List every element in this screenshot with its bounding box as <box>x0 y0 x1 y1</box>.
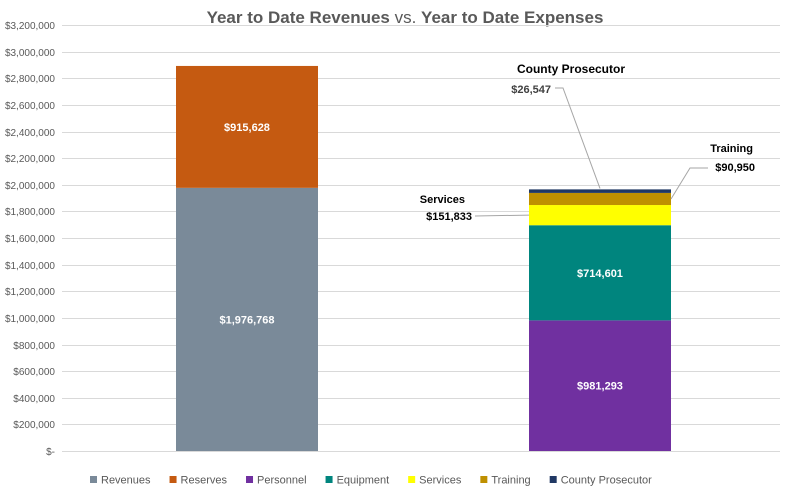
y-tick-label: $3,200,000 <box>5 21 55 32</box>
y-tick-label: $600,000 <box>13 367 55 378</box>
y-tick-label: $2,200,000 <box>5 154 55 165</box>
legend-swatch-county-prosecutor <box>549 476 557 483</box>
y-tick-label: $2,000,000 <box>5 181 55 192</box>
legend-swatch-reserves <box>169 476 177 483</box>
data-label-reserves: $915,628 <box>224 122 270 134</box>
y-tick-label: $400,000 <box>13 394 55 405</box>
y-tick-label: $1,800,000 <box>5 207 55 218</box>
bar-segment-reserves <box>176 65 318 188</box>
legend-label-personnel: Personnel <box>257 475 307 487</box>
bar-segment-equipment <box>529 225 671 321</box>
chart-title: Year to Date Revenues vs. Year to Date E… <box>207 8 604 27</box>
callout-value-training: $90,950 <box>715 162 755 174</box>
bar-segment-revenues <box>176 187 318 451</box>
bar-segment-personnel <box>529 320 671 451</box>
y-tick-label: $2,600,000 <box>5 101 55 112</box>
title-part-vs: vs. <box>390 8 421 27</box>
legend-label-reserves: Reserves <box>181 475 228 487</box>
bars <box>176 65 671 451</box>
legend-swatch-revenues <box>90 476 97 483</box>
callout-value-county-prosecutor: $26,547 <box>511 84 551 96</box>
legend-label-revenues: Revenues <box>101 475 151 487</box>
bar-segment-county-prosecutor <box>529 189 671 193</box>
leader-line-county-prosecutor <box>555 87 601 189</box>
y-tick-label: $1,600,000 <box>5 234 55 245</box>
callout-name-training: Training <box>710 143 753 155</box>
y-tick-label: $1,000,000 <box>5 314 55 325</box>
title-part-expenses: Year to Date Expenses <box>421 8 603 27</box>
legend-label-services: Services <box>419 475 462 487</box>
legend: Revenues Reserves Personnel Equipment Servic… <box>90 475 652 487</box>
legend-label-training: Training <box>491 475 530 487</box>
y-tick-label: $3,000,000 <box>5 48 55 59</box>
leader-line-services <box>474 214 530 217</box>
gridlines <box>62 25 780 452</box>
leader-line-training <box>670 167 708 200</box>
data-label-equipment: $714,601 <box>577 268 623 280</box>
y-tick-label: $2,400,000 <box>5 128 55 139</box>
y-tick-label: $1,400,000 <box>5 261 55 272</box>
legend-swatch-training <box>480 476 488 483</box>
bar-segment-services <box>529 205 671 226</box>
legend-label-county-prosecutor: County Prosecutor <box>561 475 652 487</box>
y-tick-label: $- <box>46 447 55 458</box>
callout-name-services: Services <box>420 194 465 206</box>
y-tick-label: $2,800,000 <box>5 74 55 85</box>
bar-segment-training <box>529 192 671 206</box>
data-label-personnel: $981,293 <box>577 381 623 393</box>
legend-swatch-services <box>408 476 416 483</box>
y-tick-label: $1,200,000 <box>5 287 55 298</box>
callout-value-services: $151,833 <box>426 211 472 223</box>
data-label-revenues: $1,976,768 <box>219 314 274 326</box>
legend-swatch-equipment <box>325 476 333 483</box>
y-tick-label: $200,000 <box>13 420 55 431</box>
callout-name-county-prosecutor: County Prosecutor <box>517 62 625 76</box>
y-axis: $- $200,000 $400,000 $600,000 $800,000 $1,000… <box>5 21 55 458</box>
y-tick-label: $800,000 <box>13 341 55 352</box>
legend-label-equipment: Equipment <box>337 475 390 487</box>
legend-swatch-personnel <box>246 476 254 483</box>
title-part-revenues: Year to Date Revenues <box>207 8 390 27</box>
data-labels: $1,976,768 $915,628 $981,293 $714,601 Servic… <box>219 62 755 393</box>
